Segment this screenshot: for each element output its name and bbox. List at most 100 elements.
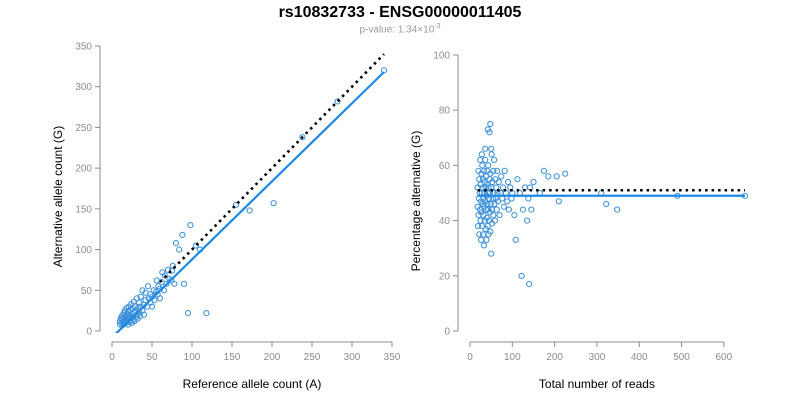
data-point [478, 151, 485, 158]
data-point [184, 310, 192, 317]
data-point [498, 173, 505, 180]
data-point [488, 145, 495, 152]
data-point [172, 240, 180, 247]
p-value-label: p-value: 1.34×10-3 [0, 23, 800, 35]
left-y-tick-label: 0 [86, 327, 92, 338]
left-y-tick-label: 150 [75, 204, 92, 215]
right-y-axis-title: Percentage alternative (G) [409, 131, 423, 272]
data-point [493, 184, 500, 191]
right-y-tick-label: 100 [433, 51, 450, 62]
right-x-tick-label: 0 [467, 352, 473, 363]
data-point [180, 280, 188, 287]
data-point [479, 162, 486, 169]
data-point [136, 313, 144, 320]
data-point [161, 272, 168, 279]
data-point [476, 176, 483, 183]
data-point [232, 201, 240, 208]
data-point [526, 281, 533, 288]
data-point [603, 200, 610, 208]
data-point [494, 167, 501, 174]
data-point [530, 178, 537, 186]
data-point [156, 295, 164, 302]
left-y-tick-label: 200 [75, 164, 92, 175]
data-point [168, 277, 175, 284]
data-point [505, 206, 512, 213]
data-point [187, 222, 194, 229]
data-point [476, 231, 483, 238]
data-point [540, 167, 548, 174]
data-point [334, 98, 341, 105]
left-x-tick-label: 50 [146, 352, 158, 363]
right-x-tick-label: 600 [716, 352, 733, 363]
right-y-tick-label: 60 [439, 161, 451, 172]
data-point [179, 231, 186, 238]
data-point [136, 299, 143, 306]
right-x-tick-label: 200 [546, 352, 563, 363]
left-y-tick-label: 50 [81, 286, 93, 297]
data-point [504, 198, 511, 205]
left-x-tick-label: 200 [264, 352, 281, 363]
figure-title: rs10832733 - ENSG00000011405 [278, 4, 522, 21]
left-y-axis-title: Alternative allele count (G) [51, 126, 65, 267]
data-point [480, 167, 488, 174]
data-point [487, 200, 494, 208]
right-x-axis-title: Total number of reads [539, 377, 655, 391]
left-x-tick-label: 300 [344, 352, 361, 363]
data-point [480, 231, 487, 238]
data-point [514, 176, 521, 183]
data-point [171, 280, 178, 287]
data-point [299, 134, 306, 141]
left-y-tick-label: 300 [75, 82, 92, 93]
data-point [483, 236, 490, 243]
data-point [484, 200, 491, 208]
right-y-tick-label: 80 [439, 106, 451, 117]
data-point [505, 178, 512, 186]
data-point [491, 200, 498, 208]
data-point [176, 246, 183, 253]
data-point [480, 242, 488, 249]
data-point [501, 167, 508, 174]
data-point [494, 198, 501, 205]
data-point [499, 184, 507, 191]
data-point [477, 156, 484, 163]
data-point [148, 303, 156, 310]
data-point [545, 173, 552, 180]
data-point [487, 228, 494, 235]
data-point [488, 151, 495, 158]
right-x-tick-label: 500 [673, 352, 690, 363]
right-points [474, 120, 749, 288]
right-y-tick-label: 20 [439, 271, 451, 282]
data-point [500, 203, 507, 210]
right-scatter-panel: 0 100 200 300 400 500 600 0 20 40 60 80 100 Total num… [409, 51, 749, 391]
left-scatter-panel: 0 50 100 150 200 250 300 350 0 50 100 150 200 250 300 3… [51, 42, 401, 392]
data-point [163, 280, 170, 287]
data-point [493, 206, 500, 213]
data-point [553, 173, 560, 180]
data-point [524, 217, 531, 224]
data-point [484, 223, 491, 230]
left-y-tick-label: 100 [75, 245, 92, 256]
data-point [246, 207, 253, 214]
right-y-tick-label: 0 [444, 327, 450, 338]
data-point [518, 272, 525, 279]
data-point [491, 156, 498, 163]
data-point [519, 206, 527, 213]
data-point [555, 198, 562, 205]
data-point [142, 297, 149, 304]
right-x-tick-label: 300 [589, 352, 606, 363]
data-point [490, 212, 497, 219]
left-y-tick-label: 250 [75, 123, 92, 134]
left-y-tick-label: 350 [75, 42, 92, 53]
left-x-tick-label: 0 [109, 352, 115, 363]
data-point [496, 212, 503, 219]
right-x-tick-label: 100 [504, 352, 521, 363]
data-point [485, 184, 492, 191]
left-x-tick-label: 250 [304, 352, 321, 363]
p-value-exponent: -3 [434, 23, 441, 30]
data-point [511, 212, 518, 219]
data-point [477, 217, 484, 224]
data-point [482, 156, 489, 163]
data-point [164, 266, 172, 273]
left-x-tick-label: 100 [184, 352, 201, 363]
